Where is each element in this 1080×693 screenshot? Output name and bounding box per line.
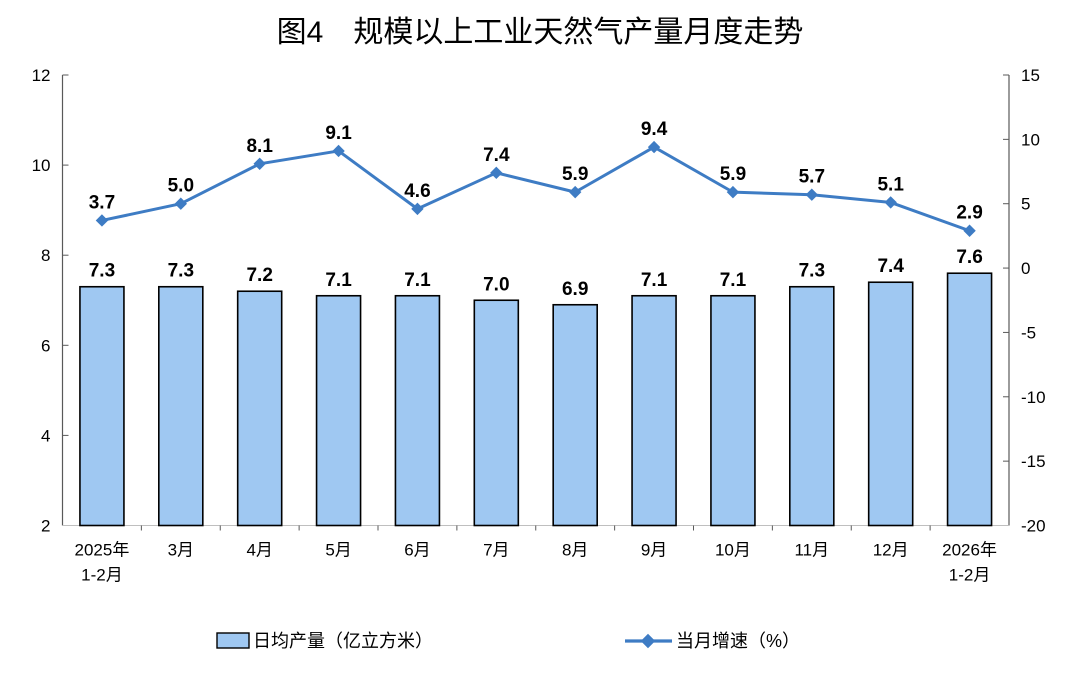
- svg-text:5.7: 5.7: [799, 167, 825, 188]
- svg-text:-20: -20: [1021, 517, 1046, 536]
- svg-text:图4 规模以上工业天然气产量月度走势: 图4 规模以上工业天然气产量月度走势: [277, 16, 804, 49]
- svg-text:10月: 10月: [715, 541, 751, 560]
- svg-text:11月: 11月: [794, 541, 829, 560]
- svg-text:12: 12: [32, 66, 51, 85]
- svg-text:4.6: 4.6: [404, 181, 430, 202]
- svg-text:3月: 3月: [168, 541, 194, 560]
- svg-text:5.0: 5.0: [168, 176, 194, 197]
- svg-text:5.9: 5.9: [562, 164, 588, 185]
- svg-text:7.4: 7.4: [877, 256, 904, 277]
- svg-text:7.4: 7.4: [483, 145, 510, 166]
- svg-text:7.3: 7.3: [168, 261, 194, 282]
- svg-text:12月: 12月: [873, 541, 909, 560]
- svg-text:0: 0: [1021, 259, 1030, 278]
- svg-text:-15: -15: [1021, 452, 1046, 471]
- svg-text:10: 10: [1021, 130, 1040, 149]
- svg-text:6.9: 6.9: [562, 279, 588, 300]
- svg-text:7.0: 7.0: [483, 274, 509, 295]
- svg-text:15: 15: [1021, 66, 1040, 85]
- svg-text:7.3: 7.3: [799, 261, 825, 282]
- svg-text:8月: 8月: [562, 541, 588, 560]
- svg-text:4月: 4月: [246, 541, 272, 560]
- svg-text:日均产量（亿立方米）: 日均产量（亿立方米）: [253, 631, 433, 651]
- svg-text:7.1: 7.1: [325, 270, 352, 291]
- svg-text:当月增速（%）: 当月增速（%）: [676, 631, 800, 651]
- svg-text:2025年: 2025年: [75, 541, 130, 560]
- svg-text:5.1: 5.1: [877, 174, 904, 195]
- svg-text:2.9: 2.9: [956, 203, 982, 224]
- svg-text:5月: 5月: [325, 541, 351, 560]
- svg-text:6月: 6月: [404, 541, 430, 560]
- svg-text:3.7: 3.7: [89, 192, 115, 213]
- svg-text:9.1: 9.1: [325, 123, 352, 144]
- svg-text:10: 10: [32, 156, 51, 175]
- svg-text:8.1: 8.1: [246, 136, 273, 157]
- svg-text:6: 6: [41, 336, 50, 355]
- svg-text:9.4: 9.4: [641, 119, 668, 140]
- svg-text:-5: -5: [1021, 323, 1036, 342]
- svg-text:5.9: 5.9: [720, 164, 746, 185]
- svg-text:4: 4: [41, 426, 50, 445]
- svg-text:2: 2: [41, 517, 50, 536]
- svg-text:7.1: 7.1: [720, 270, 747, 291]
- svg-text:7月: 7月: [483, 541, 509, 560]
- svg-text:5: 5: [1021, 195, 1030, 214]
- svg-text:9月: 9月: [641, 541, 667, 560]
- svg-text:1-2月: 1-2月: [81, 566, 123, 585]
- svg-text:7.1: 7.1: [404, 270, 431, 291]
- svg-text:2026年: 2026年: [942, 541, 997, 560]
- svg-text:7.3: 7.3: [89, 261, 115, 282]
- svg-text:8: 8: [41, 246, 50, 265]
- svg-text:7.2: 7.2: [246, 265, 272, 286]
- svg-text:-10: -10: [1021, 388, 1046, 407]
- svg-text:1-2月: 1-2月: [949, 566, 991, 585]
- svg-text:7.1: 7.1: [641, 270, 668, 291]
- svg-text:7.6: 7.6: [956, 247, 982, 268]
